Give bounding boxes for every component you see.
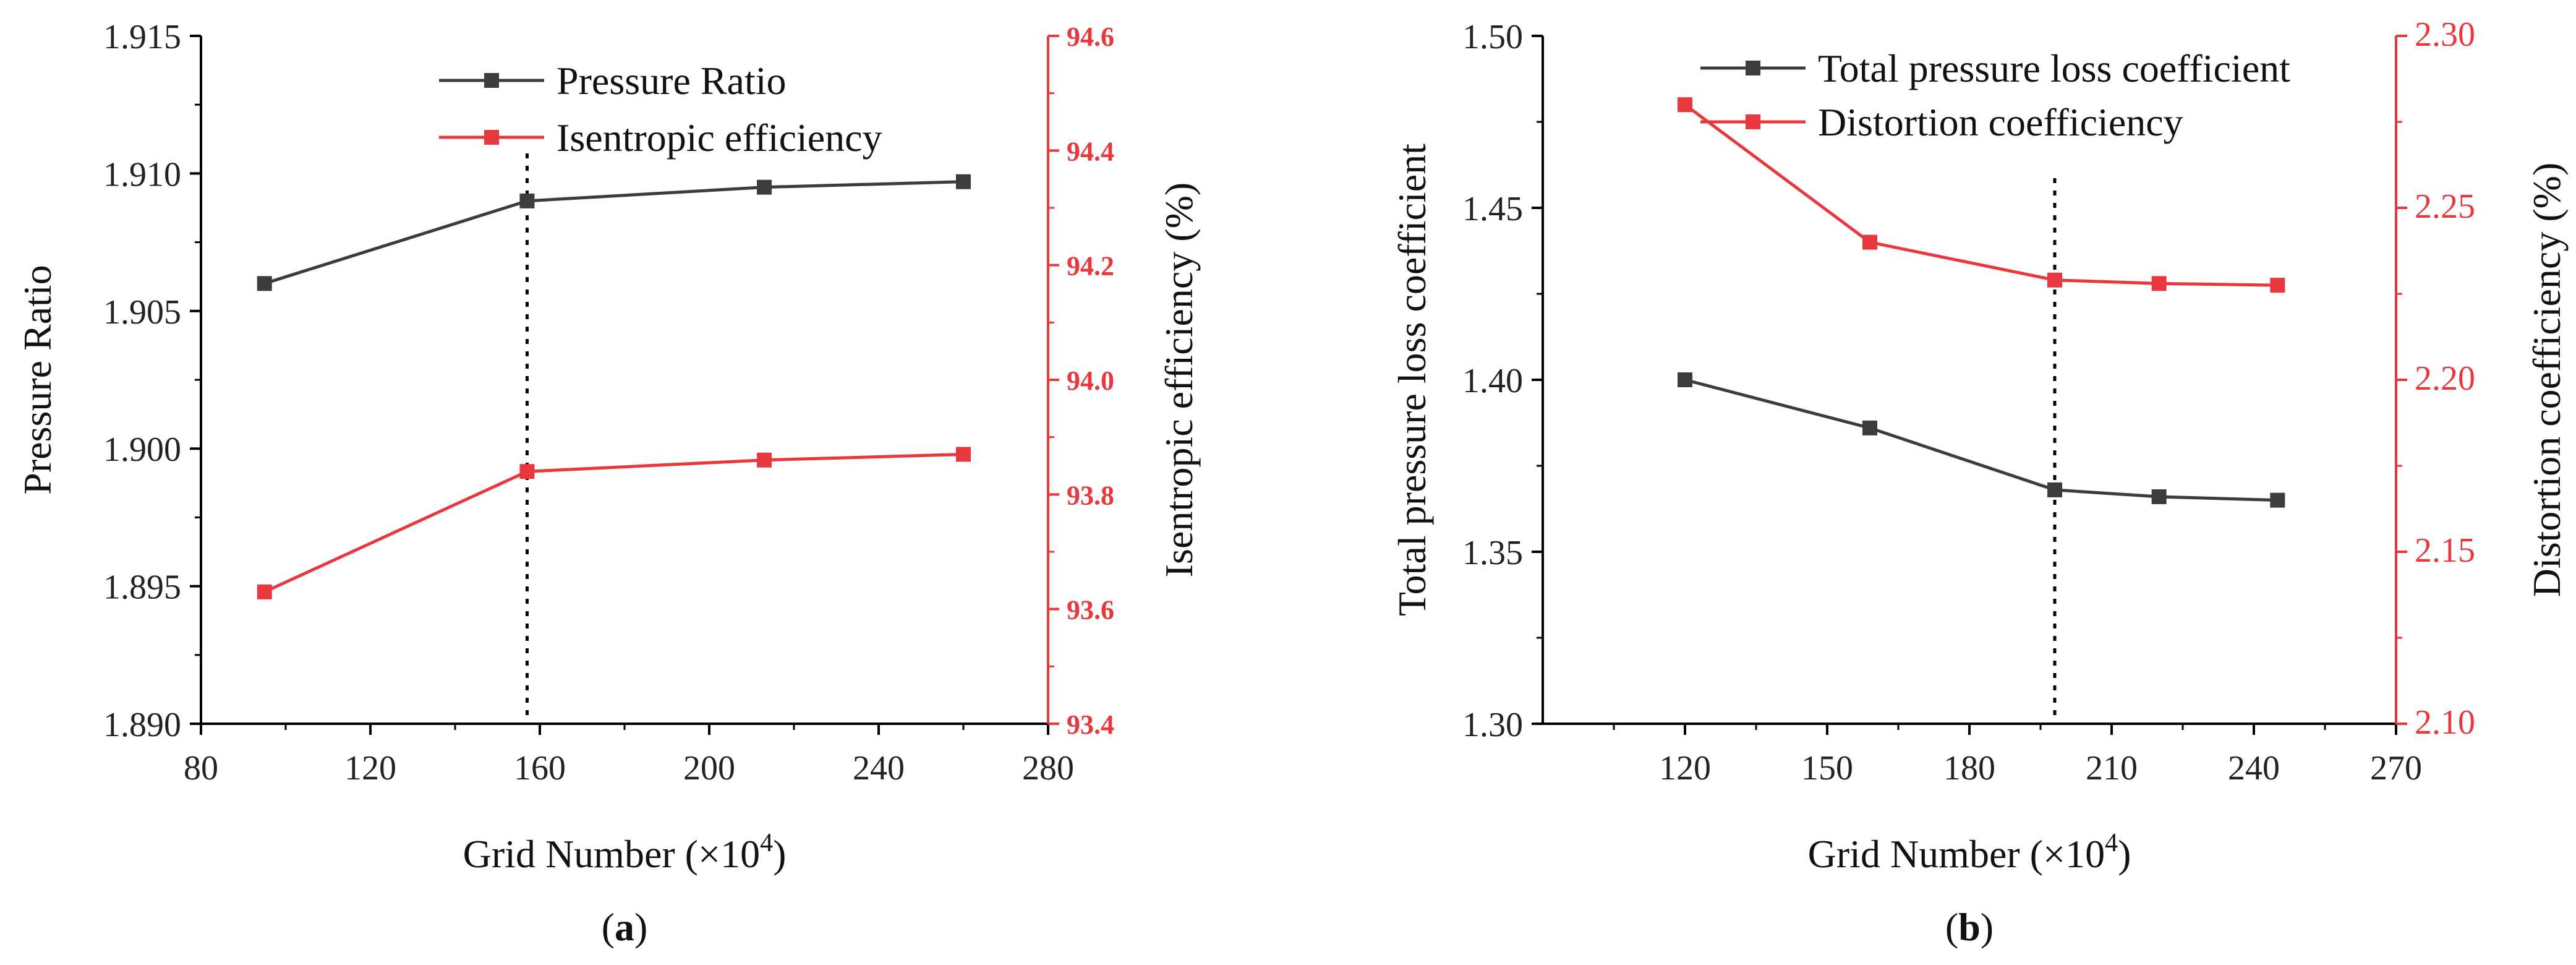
y-right-tick-label: 93.8 (1067, 480, 1114, 510)
y-left-tick-label: 1.900 (103, 431, 181, 469)
x-axis-title-exponent: 4 (2105, 829, 2118, 857)
data-point (956, 174, 971, 189)
y-right-tick-label: 2.30 (2415, 15, 2475, 54)
legend-label: Isentropic efficiency (557, 116, 882, 160)
panel-a: 80 120 160 200 240 280 1.890 1.895 1.900 1.905 1.9… (15, 18, 1201, 949)
x-tick-label: 120 (344, 749, 396, 787)
legend-label: Total pressure loss coefficient (1818, 46, 2290, 90)
legend-marker (1746, 61, 1760, 75)
data-point (956, 447, 971, 462)
y-right-tick-label: 2.10 (2415, 703, 2475, 742)
y-right-tick-label: 94.0 (1067, 366, 1114, 396)
data-point (2151, 489, 2167, 505)
y-left-tick-label: 1.40 (1462, 362, 1523, 400)
x-tick-label: 150 (1801, 749, 1853, 787)
panel-label: (a) (602, 905, 648, 949)
data-point (2270, 492, 2285, 508)
y-right-tick-label: 94.6 (1067, 22, 1114, 52)
data-point (519, 464, 535, 479)
y-left-tick-label: 1.905 (103, 293, 181, 332)
y-left-tick-label: 1.915 (103, 18, 181, 56)
y-left-tick-label: 1.30 (1462, 706, 1523, 744)
panel-label: (b) (1945, 905, 1994, 949)
data-point (2047, 272, 2062, 288)
y-right-axis-title: Distortion coefficiency (%) (2525, 163, 2569, 598)
series-line-black (264, 180, 964, 285)
data-point (257, 584, 272, 599)
x-tick-label: 210 (2086, 749, 2138, 787)
data-point (757, 452, 772, 468)
y-right-tick-label: 93.6 (1067, 595, 1114, 625)
data-point (1862, 234, 1877, 250)
y-left-tick-label: 1.35 (1462, 534, 1523, 572)
series-line-black (1684, 378, 2278, 502)
y-left-axis-title: Total pressure loss coefficient (1390, 144, 1434, 616)
y-left-tick-label: 1.50 (1462, 18, 1523, 56)
panel-b: 120 150 180 210 240 270 1.30 1.35 1.40 1.45 1.50 2.… (1390, 15, 2569, 949)
panel-label-close: ) (634, 905, 647, 949)
y-left-tick-label: 1.910 (103, 155, 181, 194)
legend-marker (484, 73, 499, 88)
x-tick-label: 270 (2370, 749, 2422, 787)
x-tick-label: 240 (853, 749, 905, 787)
x-axis-title-close: ) (773, 832, 786, 876)
panel-label-letter: a (615, 905, 634, 949)
y-left-axis-title: Pressure Ratio (15, 265, 59, 495)
x-tick-label: 200 (683, 749, 735, 787)
x-tick-label: 240 (2228, 749, 2280, 787)
x-axis-title: Grid Number (×104) (1808, 829, 2131, 876)
x-axis-title-close: ) (2118, 832, 2131, 876)
y-right-tick-label: 94.2 (1067, 251, 1114, 281)
panel-label-close: ) (1981, 905, 1994, 949)
legend-marker (484, 130, 499, 145)
y-right-tick-label: 2.15 (2415, 531, 2475, 570)
legend-marker (1746, 114, 1760, 129)
x-axis-title: Grid Number (×104) (463, 829, 787, 876)
y-right-tick-label: 2.20 (2415, 359, 2475, 398)
data-point (757, 179, 772, 195)
x-tick-label: 280 (1022, 749, 1074, 787)
x-axis-title-main: Grid Number (×10 (1808, 832, 2105, 876)
data-point (257, 276, 272, 291)
data-point (2151, 276, 2167, 291)
y-left-tick-label: 1.45 (1462, 190, 1523, 228)
y-right-axis-title: Isentropic efficiency (%) (1157, 182, 1201, 578)
panel-label-letter: b (1958, 905, 1981, 949)
legend-label: Distortion coefficiency (1818, 100, 2183, 144)
y-left-tick-label: 1.895 (103, 568, 181, 607)
data-point (519, 193, 535, 208)
x-tick-label: 120 (1659, 749, 1711, 787)
series-line-red (263, 452, 964, 594)
data-point (2270, 278, 2285, 293)
x-tick-label: 160 (514, 749, 566, 787)
legend-label: Pressure Ratio (557, 59, 787, 103)
x-axis-title-exponent: 4 (760, 829, 773, 857)
x-axis-title-main: Grid Number (×10 (463, 832, 760, 876)
y-right-tick-label: 93.4 (1067, 710, 1114, 740)
x-tick-label: 80 (184, 749, 218, 787)
x-tick-label: 180 (1943, 749, 1995, 787)
panel-label-open: ( (1945, 905, 1958, 949)
data-point (1678, 372, 1692, 387)
data-point (2047, 482, 2062, 497)
panel-label-open: ( (602, 905, 615, 949)
y-left-tick-label: 1.890 (103, 706, 181, 744)
y-right-tick-label: 2.25 (2415, 187, 2475, 226)
data-point (1862, 420, 1877, 435)
y-right-tick-label: 94.4 (1067, 136, 1114, 166)
data-point (1678, 97, 1692, 113)
